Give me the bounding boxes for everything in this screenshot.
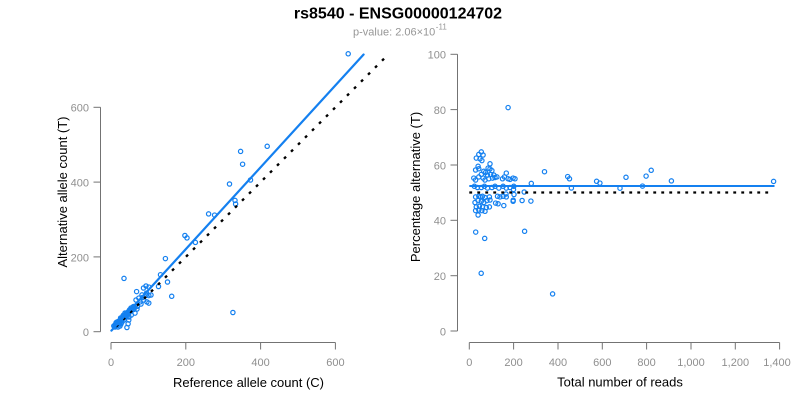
svg-text:Percentage alternative (T): Percentage alternative (T) xyxy=(408,112,423,262)
svg-text:p-value: 2.06×10: p-value: 2.06×10 xyxy=(353,27,435,39)
svg-text:400: 400 xyxy=(549,357,567,369)
svg-text:600: 600 xyxy=(593,357,611,369)
svg-text:Alternative allele count (T): Alternative allele count (T) xyxy=(55,116,70,267)
svg-text:Reference allele count (C): Reference allele count (C) xyxy=(173,375,324,390)
svg-text:60: 60 xyxy=(434,160,446,172)
svg-text:1,200: 1,200 xyxy=(722,357,750,369)
svg-text:0: 0 xyxy=(466,357,472,369)
svg-text:800: 800 xyxy=(637,357,655,369)
svg-text:200: 200 xyxy=(504,357,522,369)
svg-text:1,400: 1,400 xyxy=(763,357,791,369)
svg-text:40: 40 xyxy=(434,216,446,228)
svg-text:400: 400 xyxy=(251,357,269,369)
svg-text:600: 600 xyxy=(326,357,344,369)
svg-text:400: 400 xyxy=(71,178,89,190)
svg-text:0: 0 xyxy=(108,357,114,369)
svg-text:-11: -11 xyxy=(436,23,448,32)
svg-text:80: 80 xyxy=(434,105,446,117)
svg-text:Total number of reads: Total number of reads xyxy=(557,374,683,389)
svg-text:rs8540 - ENSG00000124702: rs8540 - ENSG00000124702 xyxy=(294,6,502,23)
svg-text:100: 100 xyxy=(428,50,446,62)
svg-text:200: 200 xyxy=(177,357,195,369)
svg-text:200: 200 xyxy=(71,252,89,264)
svg-text:0: 0 xyxy=(83,327,89,339)
svg-text:20: 20 xyxy=(434,271,446,283)
svg-text:600: 600 xyxy=(71,103,89,115)
svg-text:0: 0 xyxy=(440,326,446,338)
svg-text:1,000: 1,000 xyxy=(677,357,705,369)
